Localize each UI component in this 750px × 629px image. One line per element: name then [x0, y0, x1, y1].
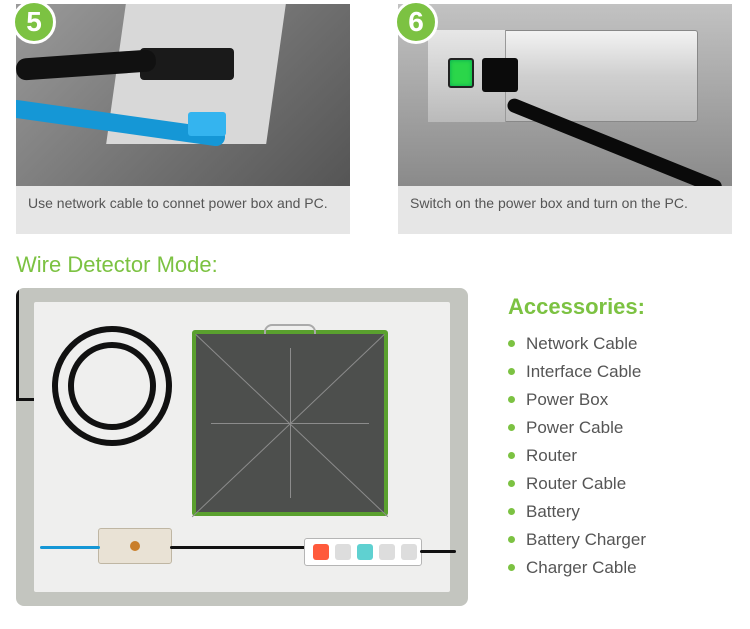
wire-detector-title: Wire Detector Mode: [16, 252, 750, 278]
step-6-caption: Switch on the power box and turn on the … [398, 186, 732, 234]
list-item: Interface Cable [508, 358, 734, 386]
step-6-card: 6 Switch on the power box and turn on th… [398, 4, 732, 234]
list-item: Charger Cable [508, 554, 734, 582]
cable-coil-icon [52, 326, 172, 446]
list-item: Network Cable [508, 330, 734, 358]
list-item: Router [508, 442, 734, 470]
list-item: Battery [508, 498, 734, 526]
step-5-badge: 5 [12, 0, 56, 44]
step-5-caption: Use network cable to connet power box an… [16, 186, 350, 234]
step-6-photo [398, 4, 732, 186]
accessories-column: Accessories: Network Cable Interface Cab… [508, 288, 734, 606]
step-5-card: 5 Use network cable to connet power box … [16, 4, 350, 234]
steps-row: 5 Use network cable to connet power box … [0, 0, 750, 234]
step-6-image: 6 [398, 4, 732, 186]
junction-box-icon [98, 528, 172, 564]
wire-detector-diagram [16, 288, 468, 606]
accessories-list: Network Cable Interface Cable Power Box … [508, 330, 734, 582]
list-item: Power Box [508, 386, 734, 414]
step-5-image: 5 [16, 4, 350, 186]
detector-panel-icon [192, 330, 388, 516]
step-5-photo [16, 4, 350, 186]
bottom-row: Accessories: Network Cable Interface Cab… [0, 288, 750, 606]
list-item: Battery Charger [508, 526, 734, 554]
list-item: Power Cable [508, 414, 734, 442]
power-strip-icon [304, 538, 422, 566]
accessories-title: Accessories: [508, 294, 734, 320]
step-6-badge: 6 [394, 0, 438, 44]
list-item: Router Cable [508, 470, 734, 498]
